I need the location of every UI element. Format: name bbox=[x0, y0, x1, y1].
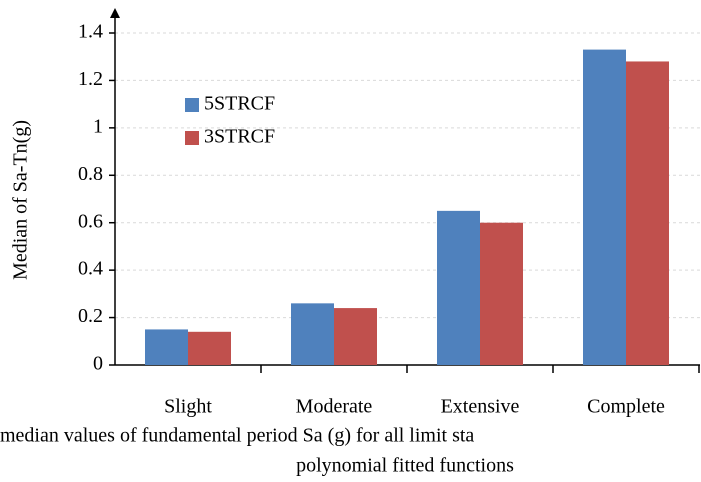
bar bbox=[291, 303, 334, 365]
y-tick-label: 0.6 bbox=[78, 210, 103, 232]
x-tick-label: Moderate bbox=[296, 396, 373, 418]
bar bbox=[626, 61, 669, 365]
bar bbox=[188, 331, 231, 365]
y-tick-label: 1 bbox=[93, 115, 103, 137]
x-tick-label: Slight bbox=[164, 396, 212, 418]
legend-swatch bbox=[185, 131, 199, 145]
y-tick-label: 1.4 bbox=[78, 21, 103, 43]
bar bbox=[145, 329, 188, 365]
legend-label: 5STRCF bbox=[204, 93, 275, 115]
x-tick-label: Complete bbox=[587, 396, 665, 418]
x-tick-label: Extensive bbox=[441, 396, 520, 418]
y-tick-label: 1.2 bbox=[78, 68, 103, 90]
bar bbox=[480, 222, 523, 365]
y-tick-label: 0.2 bbox=[78, 305, 103, 327]
y-tick-label: 0 bbox=[93, 353, 103, 375]
y-axis-arrow bbox=[110, 8, 120, 18]
caption-line: polynomial fitted functions bbox=[296, 455, 514, 477]
legend-swatch bbox=[185, 98, 199, 112]
bar bbox=[583, 49, 626, 365]
bar bbox=[437, 210, 480, 365]
bar bbox=[334, 308, 377, 365]
legend-label: 3STRCF bbox=[204, 126, 275, 148]
y-tick-label: 0.4 bbox=[78, 258, 103, 280]
y-tick-label: 0.8 bbox=[78, 163, 103, 185]
y-axis-label: Median of Sa-Tn(g) bbox=[10, 120, 32, 280]
caption-line: median values of fundamental period Sa (… bbox=[0, 425, 474, 447]
